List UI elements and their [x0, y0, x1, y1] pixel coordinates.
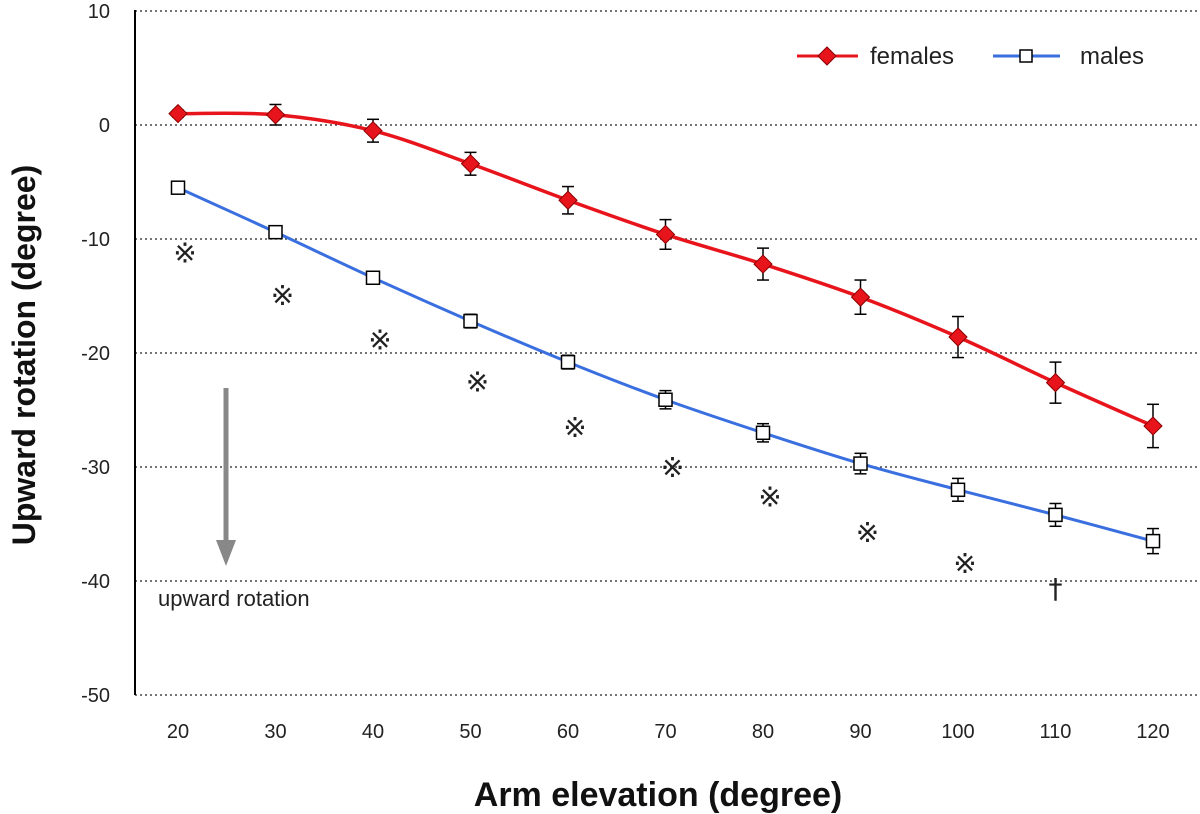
significance-mark: ※	[173, 237, 196, 270]
legend-label-females: females	[870, 43, 954, 70]
y-tick-label: -10	[81, 229, 110, 251]
x-tick-label: 20	[167, 721, 189, 743]
x-tick-label: 120	[1136, 721, 1169, 743]
data-point-females	[655, 224, 676, 245]
data-point-females	[850, 287, 871, 307]
x-axis-title: Arm elevation (degree)	[474, 776, 842, 814]
data-point-females	[1045, 372, 1066, 393]
x-tick-labels: 20 30 40 50 60 70 80 90 100 110 120	[167, 721, 1170, 743]
y-axis-title: Upward rotation (degree)	[6, 165, 42, 545]
x-tick-label: 60	[557, 721, 579, 743]
data-point-males	[658, 392, 673, 407]
data-point-males	[463, 313, 478, 329]
data-point-females	[168, 103, 188, 124]
significance-mark: ※	[661, 451, 684, 484]
data-point-females	[558, 190, 578, 210]
series-line-females	[177, 111, 1154, 428]
significance-mark: †	[1049, 572, 1063, 605]
significance-mark: ※	[466, 366, 489, 399]
significance-mark: ※	[953, 547, 976, 580]
data-point-females	[460, 154, 481, 174]
x-tick-label: 90	[849, 721, 871, 743]
significance-mark: ※	[271, 279, 294, 312]
x-tick-label: 110	[1040, 721, 1072, 743]
x-tick-label: 40	[362, 721, 384, 743]
significance-mark: ※	[856, 516, 879, 549]
y-tick-label: -20	[81, 343, 110, 365]
error-bars	[172, 103, 1159, 555]
gridlines	[135, 10, 1198, 696]
x-tick-label: 30	[264, 721, 286, 743]
data-point-males	[170, 180, 186, 195]
y-tick-label: 10	[88, 1, 110, 23]
significance-mark: ※	[368, 323, 391, 356]
data-point-males	[853, 456, 868, 471]
significance-marks: ※ ※ ※ ※ ※ ※ ※ ※ ※ †	[173, 237, 1062, 605]
x-tick-label: 100	[941, 721, 974, 743]
data-point-males	[1145, 533, 1161, 549]
x-tick-label: 50	[459, 721, 481, 743]
y-tick-label: -30	[81, 457, 110, 479]
significance-mark: ※	[758, 481, 781, 514]
data-point-males	[1048, 507, 1063, 523]
data-point-females	[753, 254, 773, 274]
legend-marker-females	[817, 46, 837, 66]
data-point-males	[365, 270, 381, 286]
data-point-males	[755, 425, 771, 441]
y-tick-label: -50	[81, 685, 110, 707]
data-point-females	[1143, 416, 1163, 436]
significance-mark: ※	[563, 411, 586, 444]
data-point-females	[363, 120, 383, 141]
y-tick-label: -40	[81, 571, 110, 593]
series-markers	[168, 103, 1163, 549]
data-point-males	[950, 482, 966, 498]
y-tick-labels: 10 0 -10 -20 -30 -40 -50	[81, 1, 110, 707]
data-point-females	[948, 327, 968, 347]
arrow-label: upward rotation	[158, 586, 310, 611]
downward-arrow	[216, 388, 236, 566]
legend-label-males: males	[1080, 43, 1144, 70]
y-tick-label: 0	[99, 115, 110, 137]
x-tick-label: 80	[752, 721, 774, 743]
data-point-males	[268, 224, 283, 240]
x-tick-label: 70	[654, 721, 676, 743]
data-point-females	[265, 105, 286, 125]
data-point-males	[560, 354, 576, 370]
legend: females males	[797, 43, 1144, 70]
legend-marker-males	[1019, 49, 1033, 63]
